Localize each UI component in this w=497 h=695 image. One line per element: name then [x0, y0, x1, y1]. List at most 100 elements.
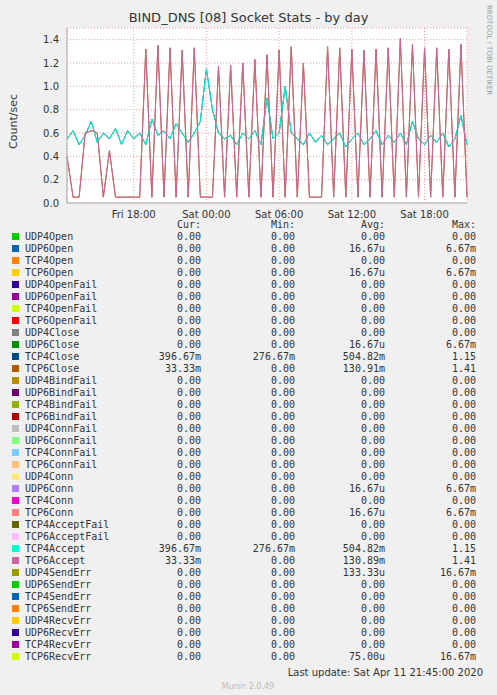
- svg-text:Max:: Max:: [452, 219, 476, 230]
- svg-text:0.00: 0.00: [177, 447, 201, 458]
- svg-text:130.91m: 130.91m: [343, 363, 385, 374]
- svg-text:0.00: 0.00: [452, 375, 476, 386]
- svg-text:UDP4RecvErr: UDP4RecvErr: [25, 615, 91, 626]
- svg-text:1.15: 1.15: [452, 351, 476, 362]
- svg-text:0.00: 0.00: [361, 255, 385, 266]
- svg-text:0.00: 0.00: [177, 519, 201, 530]
- svg-text:0.00: 0.00: [361, 627, 385, 638]
- svg-text:0.00: 0.00: [177, 639, 201, 650]
- svg-text:0.00: 0.00: [361, 603, 385, 614]
- svg-text:0.00: 0.00: [452, 591, 476, 602]
- svg-text:0.00: 0.00: [452, 627, 476, 638]
- svg-text:1.0: 1.0: [43, 81, 59, 92]
- svg-text:1.4: 1.4: [43, 34, 59, 45]
- svg-text:0.00: 0.00: [177, 615, 201, 626]
- svg-text:0.00: 0.00: [271, 291, 295, 302]
- svg-text:0.00: 0.00: [452, 255, 476, 266]
- svg-text:0.00: 0.00: [271, 387, 295, 398]
- svg-text:TCP6BindFail: TCP6BindFail: [25, 411, 97, 422]
- svg-text:396.67m: 396.67m: [159, 543, 201, 554]
- svg-text:0.00: 0.00: [271, 603, 295, 614]
- svg-text:UDP4OpenFail: UDP4OpenFail: [25, 279, 97, 290]
- svg-text:0.00: 0.00: [452, 279, 476, 290]
- svg-text:0.00: 0.00: [361, 579, 385, 590]
- svg-text:0.00: 0.00: [361, 279, 385, 290]
- svg-text:TCP6SendErr: TCP6SendErr: [25, 603, 91, 614]
- svg-text:UDP4SendErr: UDP4SendErr: [25, 567, 91, 578]
- svg-text:6.67m: 6.67m: [446, 267, 476, 278]
- svg-text:0.00: 0.00: [452, 435, 476, 446]
- svg-text:130.89m: 130.89m: [343, 555, 385, 566]
- svg-text:0.00: 0.00: [271, 435, 295, 446]
- svg-text:Munin 2.0.49: Munin 2.0.49: [222, 682, 274, 691]
- svg-text:TCP6Conn: TCP6Conn: [25, 507, 73, 518]
- svg-text:0.00: 0.00: [361, 459, 385, 470]
- svg-text:0.00: 0.00: [452, 303, 476, 314]
- svg-text:0.00: 0.00: [271, 423, 295, 434]
- svg-text:UDP6Open: UDP6Open: [25, 243, 73, 254]
- svg-text:0.00: 0.00: [271, 483, 295, 494]
- svg-text:TCP4Open: TCP4Open: [25, 255, 73, 266]
- svg-text:UDP4BindFail: UDP4BindFail: [25, 375, 97, 386]
- svg-text:0.00: 0.00: [452, 327, 476, 338]
- svg-text:0.00: 0.00: [177, 471, 201, 482]
- svg-text:0.00: 0.00: [361, 447, 385, 458]
- svg-text:0.00: 0.00: [271, 267, 295, 278]
- svg-text:TCP4Close: TCP4Close: [25, 351, 79, 362]
- svg-text:Cur:: Cur:: [177, 219, 201, 230]
- svg-text:0.00: 0.00: [361, 423, 385, 434]
- svg-text:0.00: 0.00: [177, 567, 201, 578]
- svg-text:TCP4RecvErr: TCP4RecvErr: [25, 639, 91, 650]
- svg-text:33.33m: 33.33m: [165, 363, 201, 374]
- svg-text:0.00: 0.00: [177, 423, 201, 434]
- svg-text:0.00: 0.00: [271, 651, 295, 662]
- svg-text:0.00: 0.00: [452, 411, 476, 422]
- svg-text:0.00: 0.00: [271, 519, 295, 530]
- svg-text:TCP6ConnFail: TCP6ConnFail: [25, 459, 97, 470]
- svg-text:16.67m: 16.67m: [440, 651, 476, 662]
- svg-text:133.33u: 133.33u: [343, 567, 385, 578]
- svg-text:0.00: 0.00: [271, 627, 295, 638]
- svg-text:TCP6Open: TCP6Open: [25, 267, 73, 278]
- svg-text:TCP4Accept: TCP4Accept: [25, 543, 85, 554]
- svg-text:0.00: 0.00: [177, 291, 201, 302]
- svg-text:0.00: 0.00: [177, 243, 201, 254]
- svg-text:0.00: 0.00: [177, 303, 201, 314]
- svg-text:0.00: 0.00: [361, 435, 385, 446]
- svg-text:Sat 18:00: Sat 18:00: [400, 209, 448, 220]
- svg-text:0.00: 0.00: [271, 399, 295, 410]
- svg-text:0.00: 0.00: [361, 327, 385, 338]
- svg-text:UDP6Close: UDP6Close: [25, 339, 79, 350]
- svg-text:0.00: 0.00: [177, 591, 201, 602]
- svg-text:0.00: 0.00: [452, 639, 476, 650]
- svg-text:0.00: 0.00: [271, 231, 295, 242]
- svg-text:0.00: 0.00: [452, 231, 476, 242]
- svg-text:0.00: 0.00: [452, 531, 476, 542]
- svg-text:0.00: 0.00: [177, 387, 201, 398]
- svg-text:TCP4BindFail: TCP4BindFail: [25, 399, 97, 410]
- svg-text:TCP6OpenFail: TCP6OpenFail: [25, 315, 97, 326]
- svg-text:0.00: 0.00: [361, 495, 385, 506]
- svg-text:276.67m: 276.67m: [253, 351, 295, 362]
- svg-text:0.00: 0.00: [177, 315, 201, 326]
- svg-text:UDP6ConnFail: UDP6ConnFail: [25, 435, 97, 446]
- svg-text:0.00: 0.00: [271, 639, 295, 650]
- svg-text:0.00: 0.00: [177, 231, 201, 242]
- svg-text:0.00: 0.00: [452, 471, 476, 482]
- svg-text:0.00: 0.00: [177, 651, 201, 662]
- svg-text:0.00: 0.00: [452, 399, 476, 410]
- svg-text:504.82m: 504.82m: [343, 543, 385, 554]
- svg-text:Min:: Min:: [271, 219, 295, 230]
- svg-text:0.00: 0.00: [177, 399, 201, 410]
- svg-text:16.67u: 16.67u: [349, 483, 385, 494]
- svg-text:0.00: 0.00: [361, 639, 385, 650]
- svg-text:33.33m: 33.33m: [165, 555, 201, 566]
- svg-text:0.00: 0.00: [361, 375, 385, 386]
- svg-text:0.00: 0.00: [361, 231, 385, 242]
- svg-text:0.00: 0.00: [177, 411, 201, 422]
- svg-text:0.00: 0.00: [271, 591, 295, 602]
- svg-text:0.00: 0.00: [361, 519, 385, 530]
- svg-text:0.00: 0.00: [452, 519, 476, 530]
- svg-text:0.00: 0.00: [452, 447, 476, 458]
- svg-text:0.00: 0.00: [177, 279, 201, 290]
